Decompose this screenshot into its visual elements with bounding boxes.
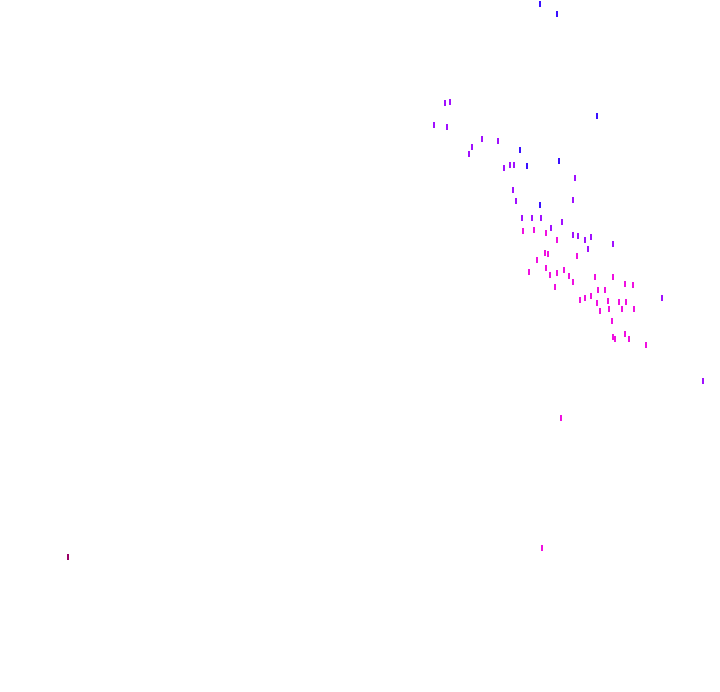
point — [433, 122, 435, 128]
point — [576, 253, 578, 259]
point — [596, 300, 598, 306]
point — [444, 100, 446, 106]
point — [556, 11, 558, 17]
point — [526, 163, 528, 169]
point — [645, 342, 647, 348]
point — [521, 215, 523, 221]
point — [533, 227, 535, 233]
point — [563, 267, 565, 273]
point — [574, 175, 576, 181]
point — [560, 415, 562, 421]
point — [519, 147, 521, 153]
point — [632, 282, 634, 288]
point — [624, 331, 626, 337]
point — [515, 198, 517, 204]
point — [556, 270, 558, 276]
point — [536, 257, 538, 263]
point — [547, 251, 549, 257]
point — [503, 165, 505, 171]
point — [618, 299, 620, 305]
point — [597, 287, 599, 293]
point — [612, 241, 614, 247]
point — [528, 269, 530, 275]
point — [497, 138, 499, 144]
point — [611, 318, 613, 324]
point — [607, 298, 609, 304]
point — [512, 187, 514, 193]
point — [702, 378, 704, 384]
point — [554, 284, 556, 290]
point — [594, 274, 596, 280]
point — [446, 124, 448, 130]
point — [621, 306, 623, 312]
point — [568, 273, 570, 279]
point — [572, 279, 574, 285]
point — [67, 554, 69, 560]
point — [633, 306, 635, 312]
point — [661, 295, 663, 301]
point — [558, 158, 560, 164]
point — [590, 293, 592, 299]
point — [614, 336, 616, 342]
point — [549, 272, 551, 278]
point — [590, 234, 592, 240]
point — [539, 202, 541, 208]
point — [577, 233, 579, 239]
point — [612, 274, 614, 280]
point — [468, 151, 470, 157]
point — [624, 281, 626, 287]
point — [481, 136, 483, 142]
point — [587, 246, 589, 252]
point — [584, 237, 586, 243]
point — [545, 230, 547, 236]
point — [612, 334, 614, 340]
point — [545, 265, 547, 271]
point — [509, 162, 511, 168]
point — [561, 219, 563, 225]
point — [572, 232, 574, 238]
point — [572, 197, 574, 203]
point — [556, 237, 558, 243]
point — [513, 162, 515, 168]
point — [628, 336, 630, 342]
point — [541, 545, 543, 551]
point — [604, 287, 606, 293]
point — [596, 113, 598, 119]
point — [550, 225, 552, 231]
point — [539, 1, 541, 7]
point — [625, 299, 627, 305]
point — [449, 99, 451, 105]
point — [599, 308, 601, 314]
point — [522, 228, 524, 234]
point — [540, 215, 542, 221]
point — [579, 297, 581, 303]
point — [471, 144, 473, 150]
point — [608, 306, 610, 312]
point — [544, 250, 546, 256]
point — [531, 215, 533, 221]
point — [584, 295, 586, 301]
